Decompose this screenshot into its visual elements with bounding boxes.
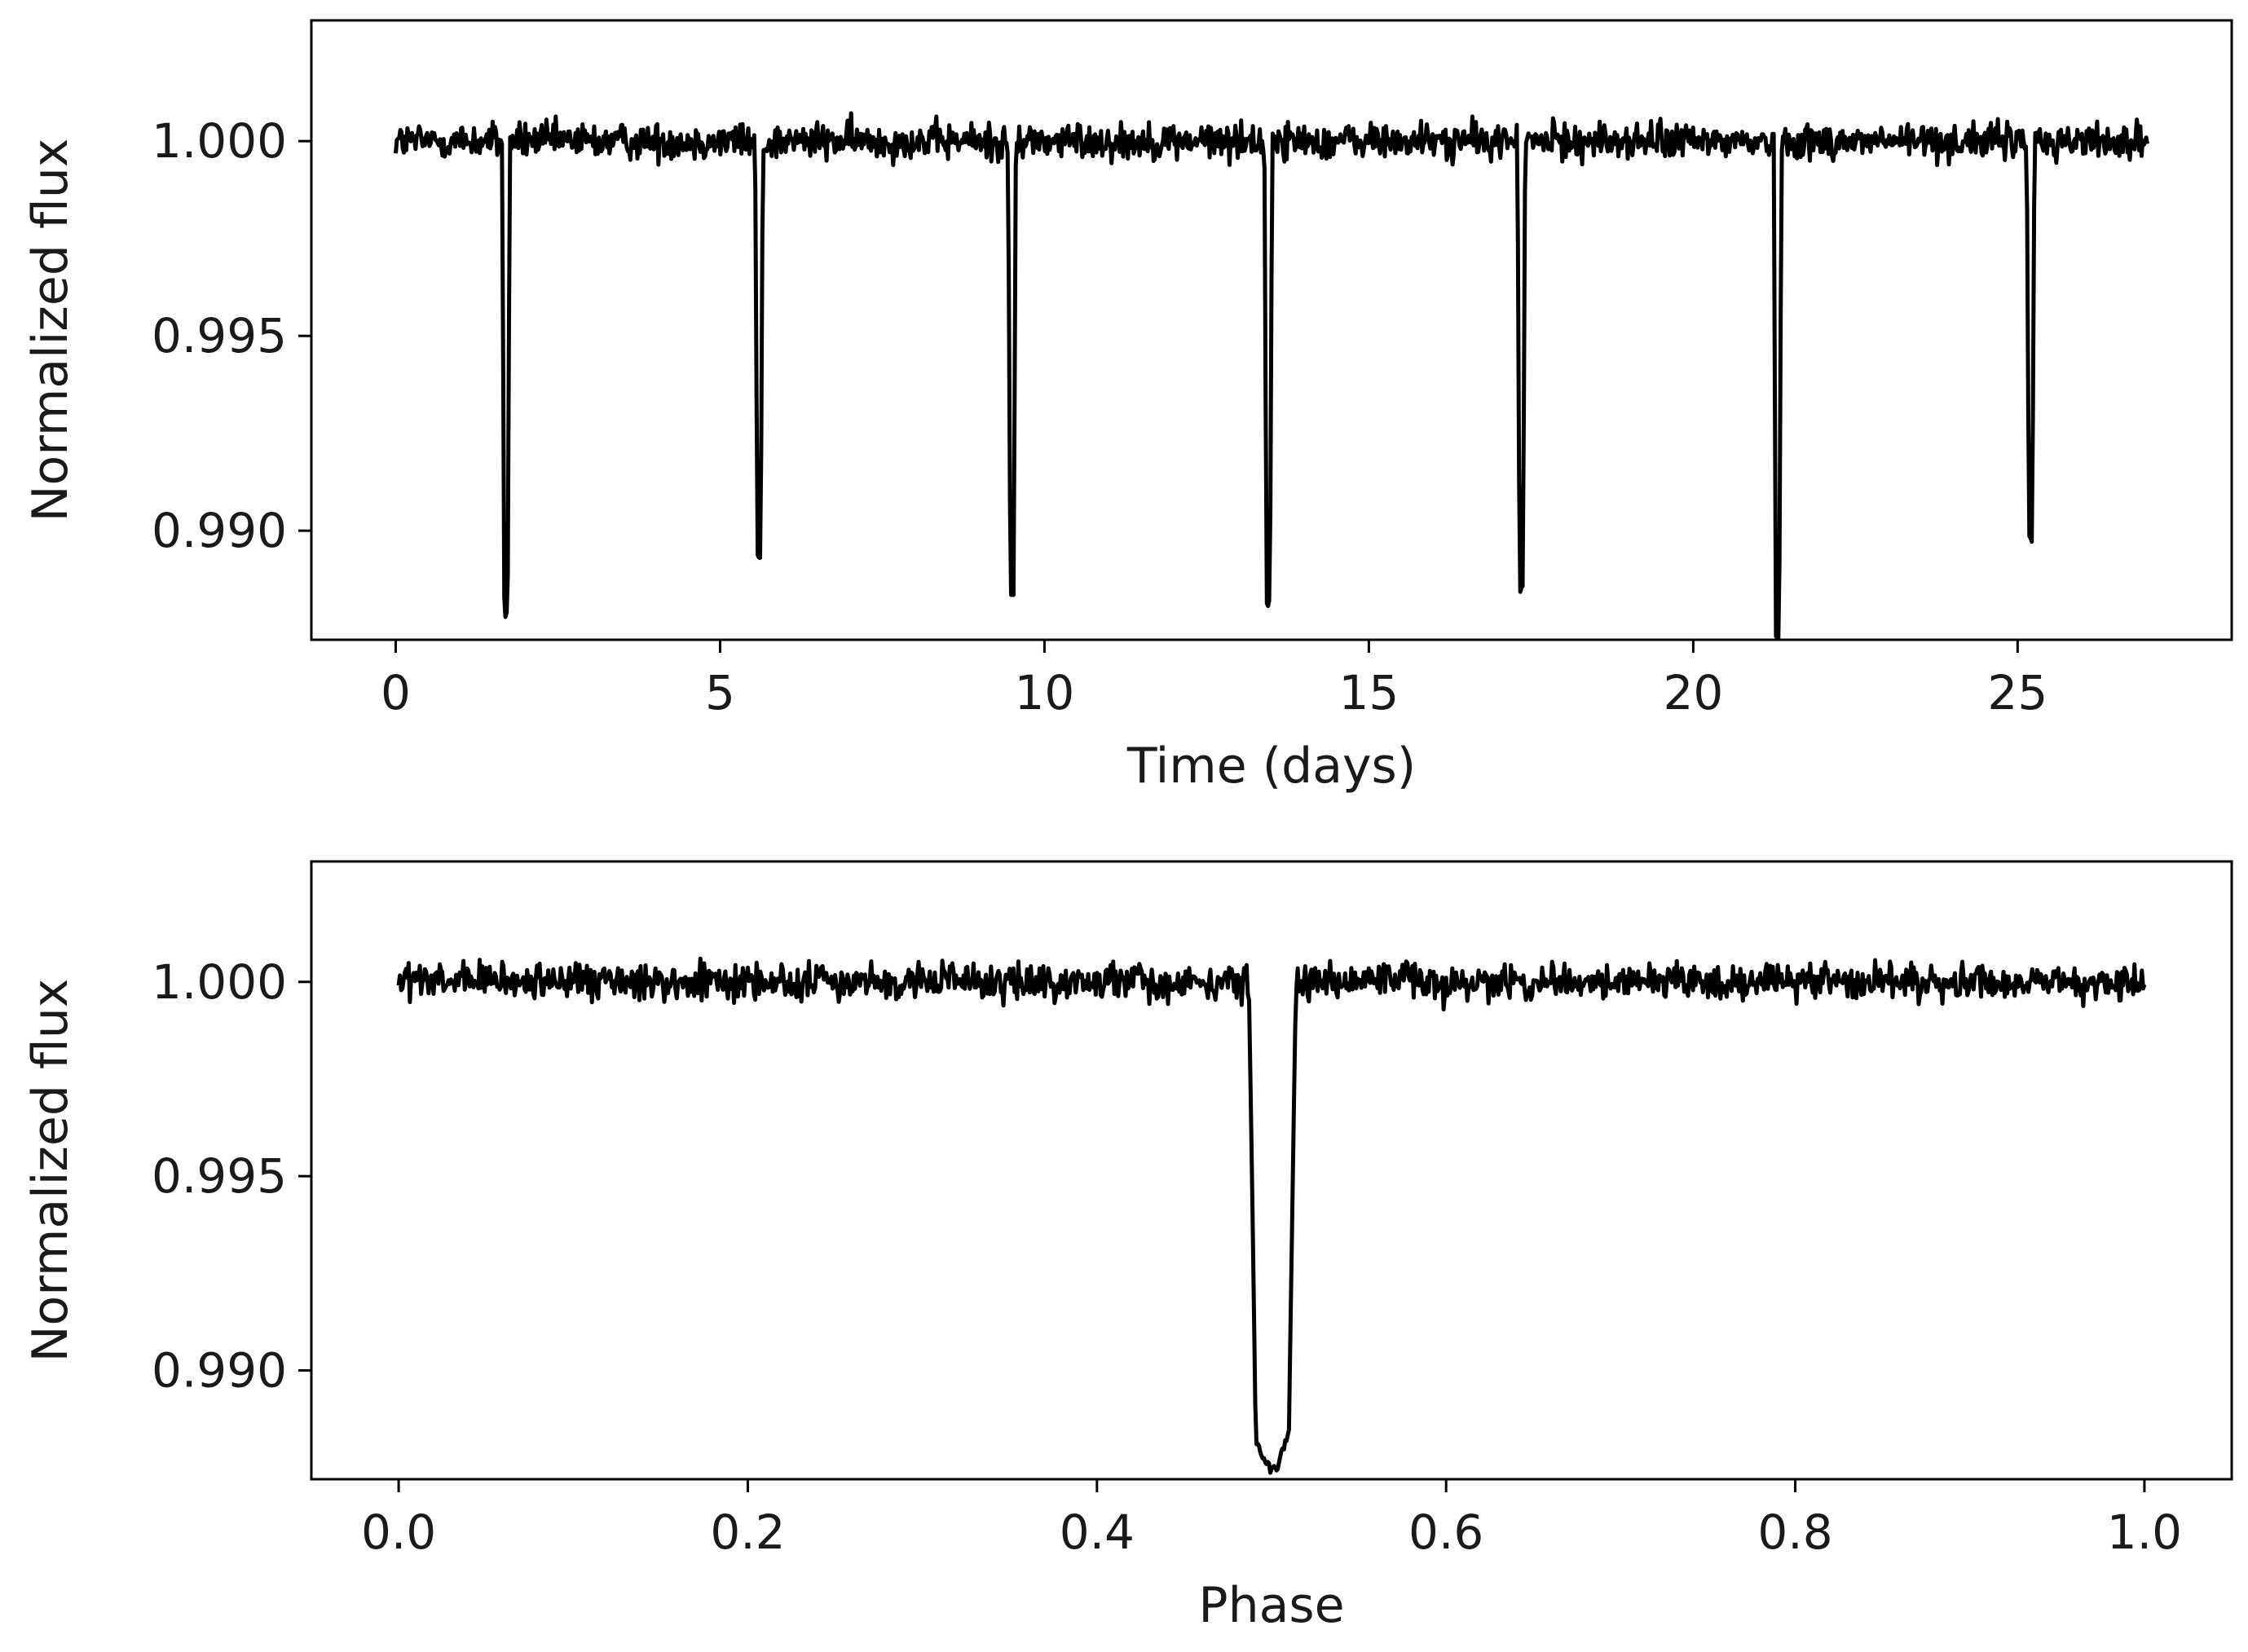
x-tick-label: 15 — [1338, 665, 1399, 720]
x-axis-label: Time (days) — [1126, 738, 1416, 795]
y-axis-label: Normalized flux — [22, 139, 79, 522]
y-tick-label: 1.000 — [152, 113, 287, 169]
x-tick-label: 5 — [705, 665, 735, 720]
x-tick-label: 0.6 — [1408, 1504, 1483, 1560]
flux-series-line — [394, 111, 2149, 640]
time-series-panel: 0 5 10 15 20 25 0.990 0.995 1.000 Time (days) Norm… — [22, 19, 2233, 795]
y-tick-label: 0.990 — [152, 1343, 287, 1399]
y-tick-label: 1.000 — [152, 954, 287, 1010]
x-axis-label: Phase — [1198, 1577, 1344, 1634]
y-tick-label: 0.995 — [152, 308, 287, 363]
x-tick-label: 0.0 — [361, 1504, 436, 1560]
x-tick-label: 1.0 — [2107, 1504, 2182, 1560]
axes-frame — [310, 860, 2233, 1481]
phase-folded-panel: 0.0 0.2 0.4 0.6 0.8 1.0 0.990 0.995 1.000 Phase No… — [22, 860, 2233, 1634]
flux-series-line — [396, 956, 2147, 1475]
y-axis-label: Normalized flux — [22, 979, 79, 1363]
x-tick-label: 0.2 — [710, 1504, 785, 1560]
x-tick-label: 0.8 — [1757, 1504, 1832, 1560]
y-tick-label: 0.995 — [152, 1148, 287, 1204]
x-tick-label: 0 — [381, 665, 411, 720]
x-tick-label: 10 — [1015, 665, 1075, 720]
x-tick-label: 25 — [1987, 665, 2047, 720]
x-tick-label: 20 — [1663, 665, 1723, 720]
x-tick-label: 0.4 — [1060, 1504, 1135, 1560]
y-tick-label: 0.990 — [152, 503, 287, 558]
axes-frame — [310, 19, 2233, 641]
